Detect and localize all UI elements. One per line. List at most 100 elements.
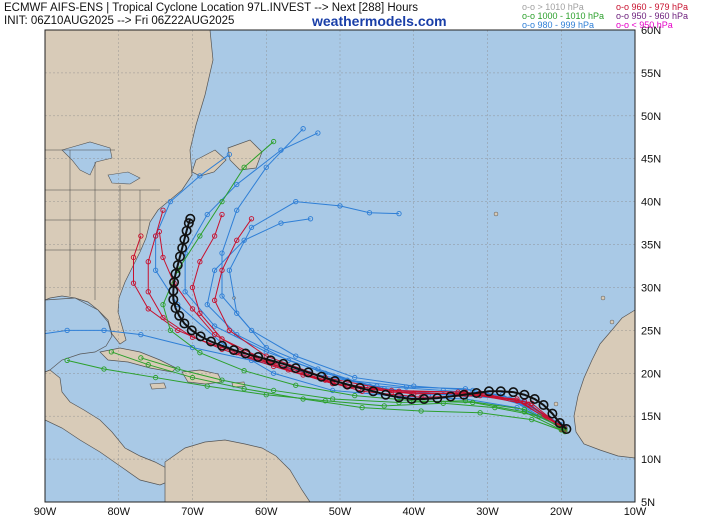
lat-tick-label: 30N	[641, 282, 661, 294]
lat-tick-label: 60N	[641, 25, 661, 37]
member-track-point	[234, 332, 240, 338]
north-america-landmass	[45, 30, 214, 345]
member-track-point	[167, 327, 174, 334]
mean-track-point	[185, 213, 196, 224]
member-track-point	[403, 384, 410, 390]
member-track-point	[138, 355, 144, 361]
mean-track-point	[529, 394, 540, 405]
map-frame	[44, 29, 636, 503]
member-track-point	[152, 233, 159, 239]
member-track-point	[241, 237, 247, 243]
member-track-point	[156, 229, 162, 235]
lon-tick-label: 40W	[402, 506, 425, 518]
init-time: INIT: 06Z10AUG2025 --> Fri 06Z22AUG2025	[4, 15, 235, 27]
mean-track-point	[419, 394, 430, 405]
member-track-point	[211, 297, 218, 303]
legend-item-980-999: o-o 980 - 999 hPa	[522, 20, 595, 30]
mean-track-point	[508, 387, 519, 398]
member-track-point	[477, 410, 483, 416]
member-track-point	[270, 370, 277, 376]
member-track-line	[67, 359, 566, 430]
member-track-point	[145, 306, 151, 312]
mean-track-point	[228, 345, 239, 356]
member-track-point	[219, 211, 225, 218]
lat-tick-label: 45N	[641, 154, 661, 166]
member-track-line	[184, 132, 562, 429]
member-track-point	[64, 327, 70, 334]
member-track-point	[130, 254, 137, 261]
lat-tick-label: 55N	[641, 68, 661, 80]
member-track-point	[248, 224, 255, 231]
lon-tick-label: 80W	[107, 506, 130, 518]
member-track-point	[226, 151, 233, 158]
member-track-point	[219, 267, 225, 273]
member-track-point	[396, 399, 402, 406]
mean-track-point	[547, 408, 558, 419]
mean-track-point	[380, 389, 391, 400]
member-track-point	[248, 216, 255, 222]
member-track-point	[219, 377, 225, 383]
member-track-point	[536, 413, 542, 419]
member-track-point	[234, 237, 240, 243]
member-track-point	[101, 327, 107, 334]
mean-track-point	[538, 400, 549, 411]
member-track-point	[293, 353, 299, 359]
lat-tick-label: 25N	[641, 325, 661, 337]
map-title: ECMWF AIFS-ENS | Tropical Cyclone Locati…	[4, 2, 419, 14]
member-track-point	[329, 387, 336, 394]
member-track-point	[278, 147, 284, 153]
member-track-point	[189, 344, 196, 351]
mean-track-point	[217, 340, 228, 351]
member-track-point	[270, 138, 277, 145]
lat-tick-label: 40N	[641, 197, 661, 209]
member-track-point	[138, 332, 144, 338]
land-layer	[45, 30, 635, 502]
newfoundland	[227, 139, 263, 171]
member-track-point	[300, 126, 306, 132]
member-track-point	[241, 386, 247, 392]
mean-track-point	[186, 325, 197, 336]
member-track-point	[234, 207, 240, 213]
member-track-point	[521, 406, 528, 412]
member-track-point	[204, 211, 210, 218]
member-track-point	[219, 250, 225, 256]
member-track-point	[248, 327, 255, 334]
lat-tick-label: 10N	[641, 454, 661, 466]
member-track-point	[307, 216, 314, 222]
member-track-point	[138, 233, 144, 239]
member-track-point	[241, 164, 247, 170]
member-track-point	[108, 349, 115, 355]
member-track-point	[211, 332, 218, 338]
member-track-point	[234, 181, 240, 188]
member-track-point	[381, 403, 387, 409]
member-track-point	[204, 301, 210, 308]
member-track-point	[396, 211, 402, 217]
madeira	[600, 295, 606, 301]
lat-tick-label: 20N	[641, 368, 661, 380]
member-track-point	[35, 332, 39, 336]
member-track-point	[278, 220, 284, 226]
member-track-point	[197, 310, 203, 316]
member-track-point	[152, 374, 159, 381]
member-track-point	[160, 301, 166, 308]
site-name[interactable]: weathermodels.com	[312, 13, 447, 29]
mean-track-point	[445, 391, 456, 402]
member-track-point	[418, 408, 424, 414]
mean-track-point	[329, 375, 340, 386]
lon-tick-label: 70W	[181, 506, 204, 518]
member-track-line	[140, 357, 563, 429]
longitude-axis: 90W 80W 70W 60W 50W 40W 30W 20W 10W	[34, 506, 647, 518]
member-track-point	[160, 254, 166, 261]
member-track-point	[204, 383, 210, 389]
member-track-point	[152, 267, 159, 273]
member-track-point	[359, 404, 365, 411]
member-track-point	[337, 203, 343, 209]
member-track-point	[211, 267, 218, 273]
member-track-line	[206, 218, 564, 428]
member-track-point	[352, 392, 358, 399]
mean-track-point	[240, 348, 251, 359]
mean-track-point	[495, 386, 506, 397]
mean-track-point	[368, 386, 379, 397]
mean-track-point	[316, 371, 327, 382]
